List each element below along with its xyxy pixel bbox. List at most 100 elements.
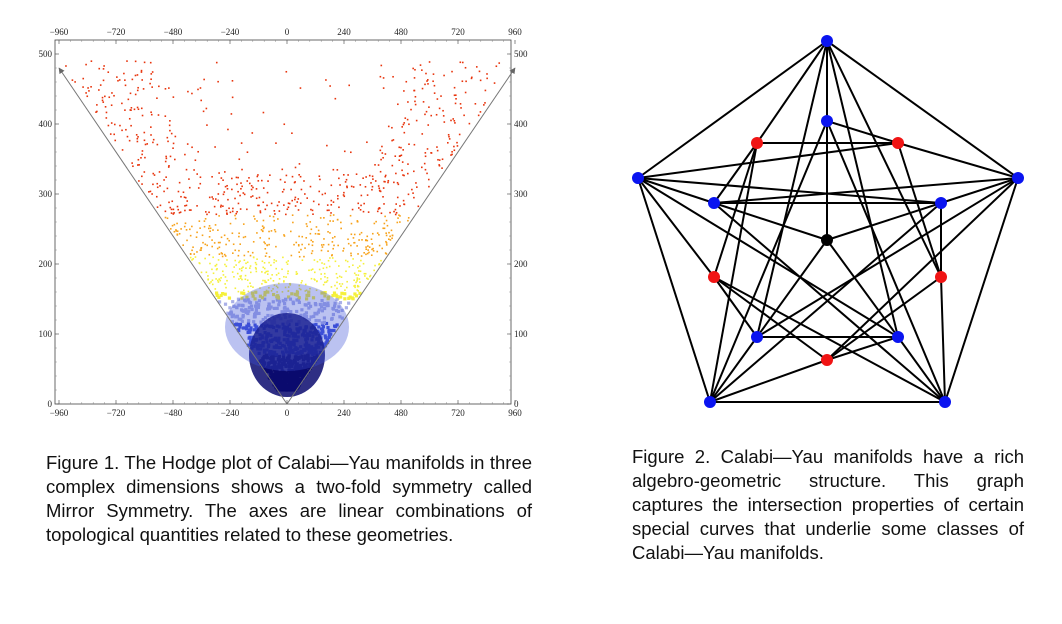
hodge-point: [152, 183, 154, 186]
hodge-point: [426, 80, 428, 82]
hodge-point: [304, 283, 307, 286]
hodge-point: [458, 133, 461, 136]
hodge-point: [354, 286, 356, 289]
hodge-point: [319, 258, 321, 261]
hodge-point: [150, 73, 153, 75]
hodge-point: [290, 188, 292, 191]
hodge-point: [194, 159, 197, 162]
hodge-point: [361, 239, 363, 241]
hodge-point: [257, 204, 259, 207]
hodge-point: [394, 208, 397, 211]
hodge-point: [231, 177, 233, 180]
hodge-point: [398, 155, 401, 158]
hodge-point: [448, 135, 450, 138]
hodge-point: [454, 122, 456, 124]
hodge-point: [303, 312, 307, 317]
hodge-point: [384, 175, 387, 178]
hodge-point: [347, 174, 349, 176]
hodge-point: [320, 244, 323, 246]
hodge-point: [264, 208, 267, 211]
axis-ticks: −960 −960 −720 −720 −480 −480 −240 −240 0 0 240 240…: [39, 27, 529, 418]
hodge-point: [287, 270, 289, 272]
hodge-point: [245, 267, 247, 270]
hodge-point: [451, 70, 453, 73]
hodge-point: [356, 277, 359, 279]
hodge-point: [421, 87, 424, 90]
hodge-point: [301, 235, 304, 238]
hodge-point: [335, 297, 339, 301]
hodge-point: [156, 97, 158, 100]
hodge-point: [233, 275, 235, 278]
hodge-point: [292, 221, 294, 224]
hodge-point: [287, 272, 289, 275]
hodge-point: [135, 134, 138, 136]
hodge-point: [384, 153, 387, 155]
hodge-point: [250, 291, 255, 295]
hodge-point: [235, 314, 239, 318]
hodge-point: [343, 150, 346, 153]
hodge-point: [326, 204, 329, 206]
hodge-point: [90, 86, 92, 88]
hodge-point: [297, 244, 300, 246]
hodge-point: [436, 98, 439, 100]
hodge-point: [186, 143, 189, 145]
hodge-point: [263, 293, 267, 297]
hodge-point: [394, 213, 397, 216]
hodge-point: [268, 237, 270, 240]
hodge-point: [126, 135, 129, 138]
hodge-point: [323, 238, 325, 240]
hodge-point: [344, 289, 346, 291]
hodge-point: [372, 250, 375, 252]
hodge-point: [323, 334, 327, 338]
hodge-point: [402, 149, 404, 151]
hodge-point: [343, 297, 347, 301]
hodge-point: [385, 253, 388, 255]
hodge-point: [255, 301, 259, 305]
hodge-point: [261, 225, 264, 227]
hodge-point: [338, 301, 343, 305]
hodge-point: [208, 253, 211, 256]
hodge-point: [143, 139, 146, 142]
hodge-point: [184, 204, 186, 207]
hodge-point: [433, 84, 436, 87]
hodge-point: [282, 306, 287, 310]
x-tick-label-bottom: 0: [285, 408, 290, 418]
hodge-point: [371, 248, 373, 251]
hodge-point: [281, 268, 283, 271]
hodge-point: [247, 305, 251, 310]
hodge-point: [286, 208, 289, 211]
hodge-point: [398, 146, 401, 149]
hodge-point: [191, 249, 193, 252]
hodge-point: [266, 244, 269, 247]
hodge-point: [223, 253, 226, 256]
hodge-point: [199, 176, 202, 179]
hodge-point: [330, 286, 333, 288]
hodge-point: [471, 76, 473, 79]
hodge-point: [248, 301, 253, 305]
hodge-point: [172, 213, 175, 215]
hodge-point: [453, 119, 456, 122]
hodge-point: [249, 282, 251, 285]
hodge-point: [381, 247, 384, 250]
hodge-point: [291, 300, 295, 304]
hodge-point: [313, 301, 317, 306]
hodge-point: [235, 264, 237, 266]
hodge-point: [227, 198, 229, 201]
hodge-point: [277, 300, 282, 304]
hodge-point: [239, 317, 243, 322]
hodge-point: [169, 129, 171, 132]
hodge-point: [222, 179, 224, 181]
hodge-point: [322, 267, 325, 270]
hodge-point: [266, 290, 270, 294]
hodge-point: [241, 313, 245, 318]
hodge-point: [313, 271, 316, 274]
hodge-point: [350, 233, 353, 236]
hodge-point: [137, 108, 140, 111]
hodge-point: [340, 308, 344, 312]
hodge-point: [200, 271, 203, 274]
hodge-point: [426, 148, 429, 150]
hodge-point: [398, 159, 401, 162]
hodge-point: [310, 228, 313, 231]
hodge-point: [255, 268, 257, 270]
hodge-point: [185, 229, 188, 231]
